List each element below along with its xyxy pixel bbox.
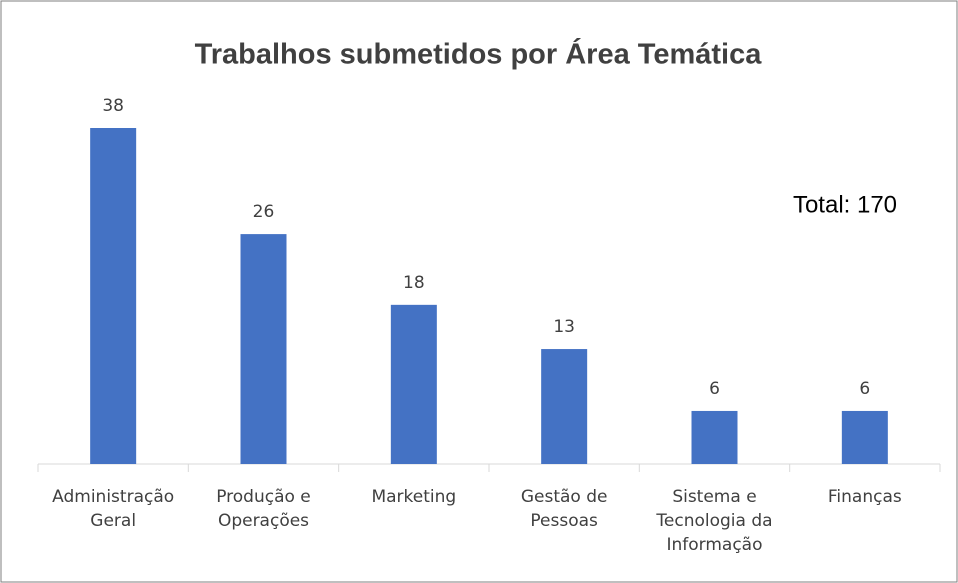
annotation: Total: 170 [793, 191, 897, 218]
data-label: 26 [253, 202, 275, 222]
bar [90, 128, 137, 464]
bar [691, 410, 738, 464]
data-label: 18 [403, 273, 425, 293]
x-tick-label: Administração Geral [52, 487, 175, 531]
x-tick-label: Finanças [827, 487, 902, 507]
x-tick-label: Marketing [371, 487, 457, 507]
bar [390, 304, 437, 464]
x-tick-label: Sistema e Tecnologia da Informação [656, 487, 773, 555]
x-tick-label: Gestão de Pessoas [520, 487, 608, 531]
data-label: 6 [709, 379, 720, 399]
data-label: 38 [102, 96, 124, 116]
x-tick-label: Produção e Operações [216, 487, 311, 531]
chart-title: Trabalhos submetidos por Área Temática [195, 37, 763, 71]
bar [841, 410, 888, 464]
data-label: 13 [553, 317, 575, 337]
data-label: 6 [859, 379, 870, 399]
bar [541, 349, 588, 464]
bar [240, 234, 287, 464]
